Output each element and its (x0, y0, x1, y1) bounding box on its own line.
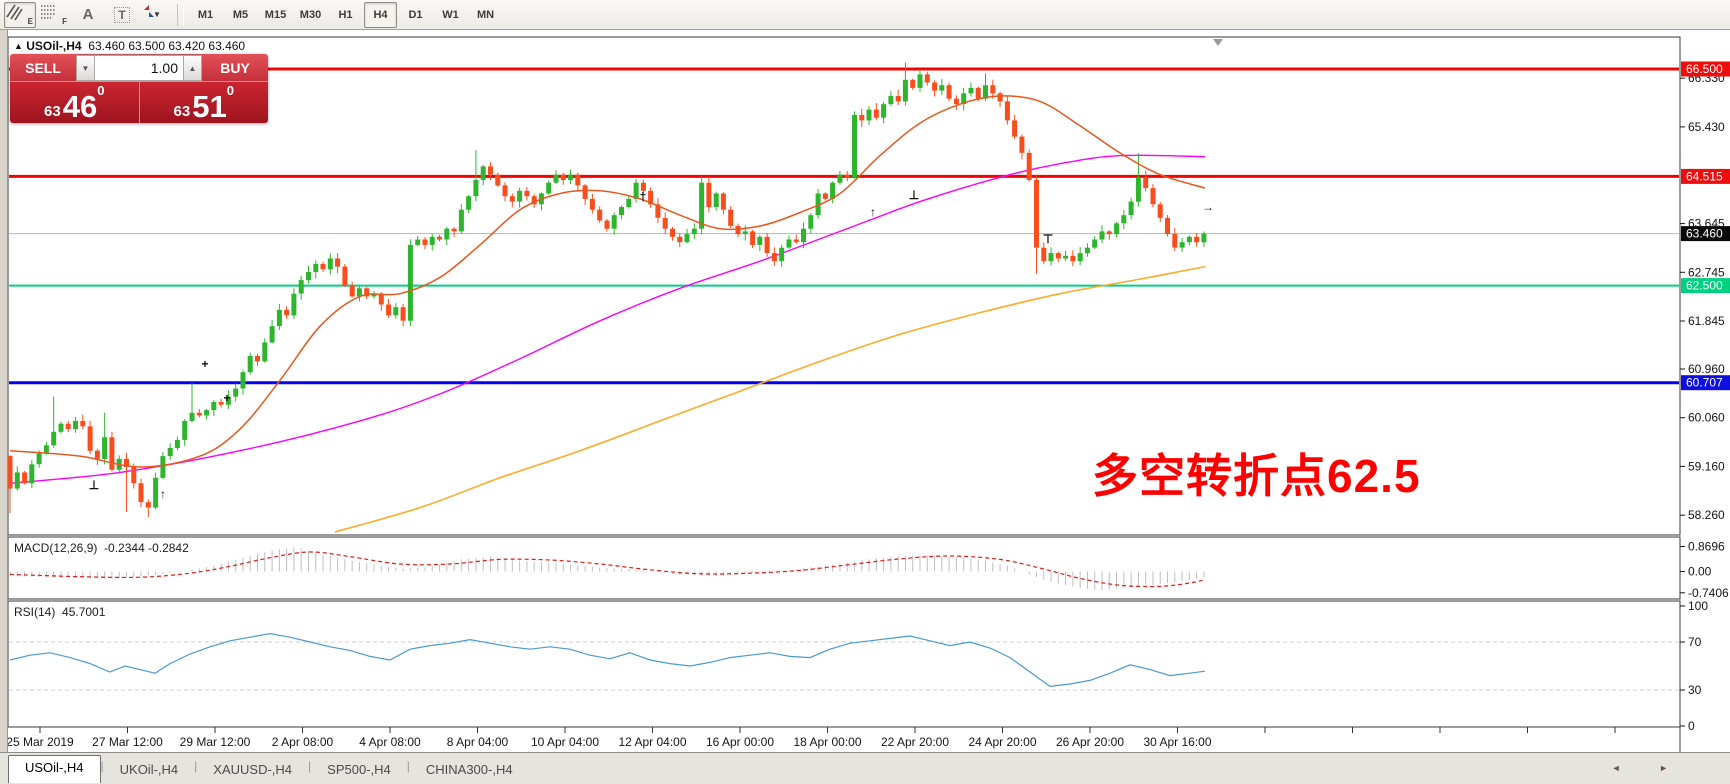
volume-stepper: ▼ ▲ (76, 54, 202, 81)
svg-text:8 Apr 04:00: 8 Apr 04:00 (447, 735, 509, 749)
sell-button[interactable]: SELL (10, 54, 76, 81)
tab-scroll-right-icon[interactable]: ► (1659, 763, 1686, 773)
svg-text:⊤: ⊤ (1043, 232, 1053, 246)
symbol-info-line: ▲ USOil-,H4 63.460 63.500 63.420 63.460 (14, 39, 245, 53)
symbol-tab-bar: USOil-,H4 | UKOil-,H4 | XAUUSD-,H4 | SP500-,H4… (0, 752, 1730, 784)
fibonacci-tool-icon[interactable]: F (41, 4, 67, 26)
volume-increase-icon[interactable]: ▲ (183, 55, 202, 81)
top-toolbar: E F A T ▼ M1 M5 M15 M30 H1 H4 D1 W1 MN (0, 0, 1730, 30)
timeframe-button-h4[interactable]: H4 (364, 1, 397, 28)
svg-text:10 Apr 04:00: 10 Apr 04:00 (531, 735, 599, 749)
rsi-name: RSI(14) (14, 605, 56, 619)
chart-tab-usoilh4[interactable]: USOil-,H4 (8, 755, 101, 783)
timeframe-button-m5[interactable]: M5 (232, 8, 249, 21)
svg-text:59.160: 59.160 (1688, 459, 1725, 473)
svg-text:↑: ↑ (160, 487, 166, 501)
buy-price[interactable]: 63 51 0 (140, 82, 269, 123)
toolbar-separator (177, 3, 184, 26)
sell-price[interactable]: 63 46 0 (10, 82, 140, 123)
svg-text:58.260: 58.260 (1688, 508, 1725, 522)
symbol-ohlc: 63.460 63.500 63.420 63.460 (88, 39, 246, 53)
chart-tab-sp500h4[interactable]: SP500-,H4 (327, 761, 391, 777)
one-click-trade-panel: SELL ▼ ▲ BUY 63 46 0 63 51 0 (10, 54, 268, 123)
svg-text:→: → (1202, 200, 1214, 214)
svg-text:65.430: 65.430 (1688, 120, 1725, 134)
svg-text:27 Mar 12:00: 27 Mar 12:00 (92, 735, 163, 749)
svg-text:⊥: ⊥ (909, 188, 919, 202)
chart-tab-china300h4[interactable]: CHINA300-,H4 (425, 761, 513, 777)
channel-tool-icon[interactable]: E (4, 1, 36, 28)
svg-text:30 Apr 16:00: 30 Apr 16:00 (1143, 735, 1211, 749)
svg-text:0.00: 0.00 (1688, 565, 1712, 579)
sell-price-big: 46 (62, 88, 98, 123)
svg-text:61.845: 61.845 (1688, 314, 1725, 328)
buy-price-big: 51 (192, 88, 227, 123)
svg-text:66.500: 66.500 (1686, 62, 1723, 76)
tab-separator: | (406, 759, 410, 773)
timeframe-button-h1[interactable]: H1 (338, 8, 353, 21)
svg-text:+: + (223, 391, 230, 405)
svg-text:25 Mar 2019: 25 Mar 2019 (6, 735, 74, 749)
timeframe-button-mn[interactable]: MN (476, 8, 495, 21)
svg-text:†: † (640, 190, 647, 204)
svg-text:⊥: ⊥ (89, 478, 99, 492)
one-click-collapse-icon[interactable]: ▲ (14, 41, 23, 51)
tab-separator: | (194, 759, 198, 773)
macd-indicator-label: MACD(12,26,9) -0.2344 -0.2842 (14, 541, 189, 555)
svg-text:62.745: 62.745 (1688, 265, 1725, 279)
chart-text-annotation[interactable]: 多空转折点62.5 (1092, 450, 1421, 502)
svg-text:26 Apr 20:00: 26 Apr 20:00 (1056, 735, 1124, 749)
svg-text:60.060: 60.060 (1688, 411, 1725, 425)
svg-text:64.515: 64.515 (1686, 169, 1723, 183)
buy-price-sup: 0 (226, 83, 234, 98)
macd-name: MACD(12,26,9) (14, 541, 98, 555)
svg-text:63.460: 63.460 (1686, 227, 1723, 241)
svg-text:29 Mar 12:00: 29 Mar 12:00 (180, 735, 251, 749)
svg-text:+: + (201, 357, 208, 371)
svg-text:30: 30 (1688, 683, 1702, 697)
chart-tab-ukoilh4[interactable]: UKOil-,H4 (119, 761, 179, 777)
svg-text:70: 70 (1688, 635, 1702, 649)
svg-text:100: 100 (1688, 599, 1708, 613)
symbol-name: USOil-,H4 (26, 39, 82, 53)
buy-button[interactable]: BUY (202, 54, 268, 81)
timeframe-button-m1[interactable]: M1 (197, 8, 214, 21)
tab-separator: | (100, 759, 104, 773)
rsi-value: 45.7001 (62, 605, 106, 619)
svg-text:60.960: 60.960 (1688, 362, 1725, 376)
arrows-tool-icon[interactable]: ▼ (140, 2, 172, 28)
timeframe-button-d1[interactable]: D1 (408, 8, 423, 21)
buy-price-small: 63 (173, 103, 191, 120)
svg-text:↑: ↑ (870, 205, 876, 219)
svg-text:24 Apr 20:00: 24 Apr 20:00 (968, 735, 1036, 749)
rsi-indicator-label: RSI(14) 45.7001 (14, 605, 105, 619)
sell-price-sup: 0 (97, 83, 105, 98)
left-panel-edge (0, 30, 8, 784)
svg-text:2 Apr 08:00: 2 Apr 08:00 (272, 735, 334, 749)
tab-separator: | (308, 759, 312, 773)
svg-text:62.500: 62.500 (1686, 279, 1723, 293)
svg-text:12 Apr 04:00: 12 Apr 04:00 (618, 735, 686, 749)
text-label-tool-icon[interactable]: A (82, 6, 94, 23)
timeframe-button-w1[interactable]: W1 (442, 8, 459, 21)
macd-values: -0.2344 -0.2842 (104, 541, 189, 555)
svg-text:-0.7406: -0.7406 (1688, 586, 1729, 600)
svg-text:16 Apr 00:00: 16 Apr 00:00 (706, 735, 774, 749)
svg-text:4 Apr 08:00: 4 Apr 08:00 (359, 735, 421, 749)
svg-text:0: 0 (1688, 719, 1695, 733)
volume-decrease-icon[interactable]: ▼ (76, 55, 95, 81)
chart-tab-xauusdh4[interactable]: XAUUSD-,H4 (213, 761, 293, 777)
svg-text:60.707: 60.707 (1686, 376, 1723, 390)
sell-price-small: 63 (44, 103, 61, 120)
timeframe-button-m15[interactable]: M15 (264, 8, 287, 21)
svg-text:18 Apr 00:00: 18 Apr 00:00 (793, 735, 861, 749)
text-tool-icon[interactable]: T (106, 2, 138, 28)
tab-scroll-left-icon[interactable]: ◄ (1611, 763, 1639, 773)
timeframe-button-m30[interactable]: M30 (299, 8, 322, 21)
volume-input[interactable] (95, 55, 183, 81)
svg-text:0.8696: 0.8696 (1688, 540, 1725, 554)
svg-text:22 Apr 20:00: 22 Apr 20:00 (881, 735, 949, 749)
